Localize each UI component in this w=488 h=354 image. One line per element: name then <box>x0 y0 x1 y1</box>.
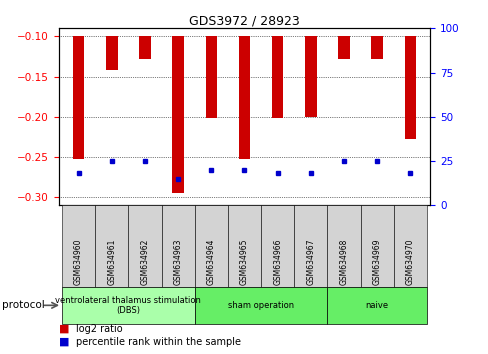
Title: GDS3972 / 28923: GDS3972 / 28923 <box>189 14 299 27</box>
Text: GSM634961: GSM634961 <box>107 239 116 285</box>
Text: GSM634964: GSM634964 <box>206 239 215 285</box>
Text: GSM634968: GSM634968 <box>339 239 348 285</box>
Text: log2 ratio: log2 ratio <box>76 324 122 333</box>
Text: GSM634965: GSM634965 <box>240 239 248 285</box>
Text: GSM634970: GSM634970 <box>405 239 414 285</box>
Text: ■: ■ <box>59 324 73 333</box>
Bar <box>205 36 217 119</box>
Text: naive: naive <box>365 301 388 310</box>
Text: GSM634963: GSM634963 <box>173 239 182 285</box>
Text: ventrolateral thalamus stimulation
(DBS): ventrolateral thalamus stimulation (DBS) <box>55 296 201 315</box>
Bar <box>271 36 283 119</box>
Bar <box>73 36 84 159</box>
Bar <box>305 36 316 117</box>
Text: GSM634962: GSM634962 <box>140 239 149 285</box>
Text: GSM634960: GSM634960 <box>74 239 83 285</box>
Bar <box>404 36 415 139</box>
Text: percentile rank within the sample: percentile rank within the sample <box>76 337 240 347</box>
Bar <box>172 36 183 193</box>
Bar <box>139 36 150 59</box>
Text: GSM634967: GSM634967 <box>306 239 315 285</box>
Bar <box>371 36 382 59</box>
Bar <box>238 36 250 159</box>
Text: GSM634969: GSM634969 <box>372 239 381 285</box>
Text: protocol: protocol <box>2 300 45 310</box>
Text: GSM634966: GSM634966 <box>273 239 282 285</box>
Bar <box>106 36 117 70</box>
Text: ■: ■ <box>59 337 73 347</box>
Bar <box>338 36 349 59</box>
Text: sham operation: sham operation <box>227 301 294 310</box>
